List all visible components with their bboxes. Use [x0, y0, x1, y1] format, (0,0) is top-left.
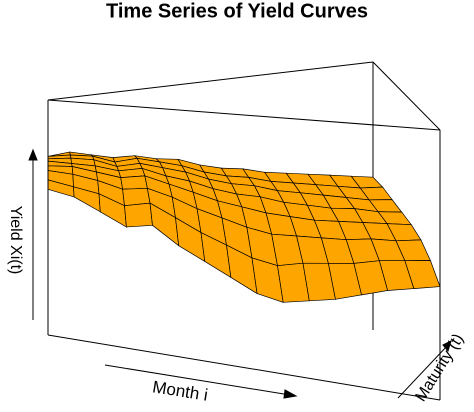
box-front [47, 100, 441, 401]
x-arrow [104, 364, 291, 396]
surface [47, 151, 441, 303]
axis-arrows [28, 148, 452, 399]
surface-facet [404, 260, 441, 289]
box-edge [47, 334, 441, 401]
arrow-head [283, 389, 298, 399]
surface-facet [120, 175, 148, 190]
box-edge [372, 61, 441, 131]
y-arrow [397, 344, 449, 399]
surface-facet [122, 187, 151, 207]
surface-facet [124, 202, 153, 228]
box-edge [47, 99, 441, 131]
arrow-head [442, 340, 452, 353]
arrow-head [28, 148, 38, 161]
z-axis-label: Yield Xi(t) [7, 206, 24, 275]
box-edge [47, 61, 374, 101]
chart-title: Time Series of Yield Curves [106, 0, 368, 22]
x-axis-label: Month i [151, 377, 209, 404]
